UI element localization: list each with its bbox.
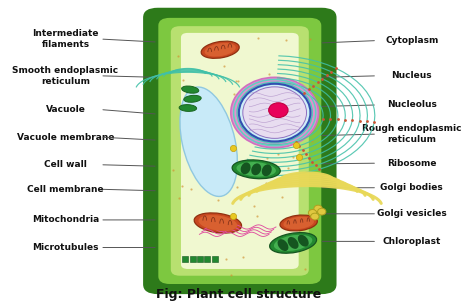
- FancyBboxPatch shape: [309, 32, 334, 57]
- Text: Chloroplast: Chloroplast: [383, 237, 441, 246]
- FancyBboxPatch shape: [158, 18, 321, 284]
- Ellipse shape: [251, 163, 261, 175]
- Text: Rough endoplasmic
reticulum: Rough endoplasmic reticulum: [362, 124, 462, 144]
- Ellipse shape: [201, 41, 239, 58]
- FancyBboxPatch shape: [309, 245, 334, 270]
- Ellipse shape: [179, 105, 197, 111]
- Ellipse shape: [278, 239, 288, 251]
- Ellipse shape: [232, 160, 280, 179]
- Ellipse shape: [241, 162, 251, 174]
- Ellipse shape: [314, 205, 322, 212]
- FancyBboxPatch shape: [146, 245, 171, 270]
- Ellipse shape: [231, 77, 319, 148]
- Ellipse shape: [243, 87, 307, 138]
- Text: Golgi vesicles: Golgi vesicles: [377, 209, 447, 218]
- Ellipse shape: [270, 233, 317, 253]
- Text: Cell membrane: Cell membrane: [27, 185, 104, 194]
- Ellipse shape: [280, 215, 317, 231]
- FancyBboxPatch shape: [146, 32, 171, 57]
- Ellipse shape: [288, 237, 299, 249]
- Ellipse shape: [194, 213, 242, 233]
- Text: Smooth endoplasmic
reticulum: Smooth endoplasmic reticulum: [12, 66, 118, 86]
- Text: Vacuole: Vacuole: [46, 105, 85, 114]
- FancyBboxPatch shape: [143, 8, 337, 294]
- Text: Ribosome: Ribosome: [387, 159, 437, 168]
- Ellipse shape: [269, 103, 288, 118]
- Ellipse shape: [298, 235, 309, 247]
- Ellipse shape: [239, 84, 310, 141]
- Ellipse shape: [310, 213, 319, 220]
- Text: Nucleolus: Nucleolus: [387, 100, 437, 109]
- FancyBboxPatch shape: [171, 26, 309, 276]
- Ellipse shape: [184, 95, 201, 102]
- Ellipse shape: [205, 43, 236, 57]
- Text: Golgi bodies: Golgi bodies: [381, 183, 443, 192]
- Text: Vacuole membrane: Vacuole membrane: [17, 133, 114, 142]
- Bar: [204, 256, 210, 262]
- Text: Cytoplasm: Cytoplasm: [385, 36, 438, 45]
- Ellipse shape: [309, 209, 317, 216]
- Ellipse shape: [182, 86, 199, 93]
- Text: Nucleus: Nucleus: [392, 71, 432, 80]
- Text: Fig: Plant cell structure: Fig: Plant cell structure: [156, 288, 321, 301]
- Bar: [197, 256, 203, 262]
- Bar: [190, 256, 196, 262]
- Ellipse shape: [274, 235, 312, 251]
- Ellipse shape: [283, 217, 314, 229]
- Bar: [182, 256, 188, 262]
- Ellipse shape: [199, 215, 237, 231]
- Ellipse shape: [237, 162, 276, 177]
- Text: Mitochondria: Mitochondria: [32, 215, 99, 225]
- Text: Cell wall: Cell wall: [44, 160, 87, 169]
- Text: Microtubules: Microtubules: [32, 243, 99, 252]
- FancyBboxPatch shape: [181, 33, 299, 269]
- Bar: [212, 256, 218, 262]
- Ellipse shape: [318, 208, 326, 215]
- Ellipse shape: [180, 87, 237, 197]
- Ellipse shape: [262, 164, 272, 176]
- Text: Intermediate
filaments: Intermediate filaments: [32, 29, 99, 49]
